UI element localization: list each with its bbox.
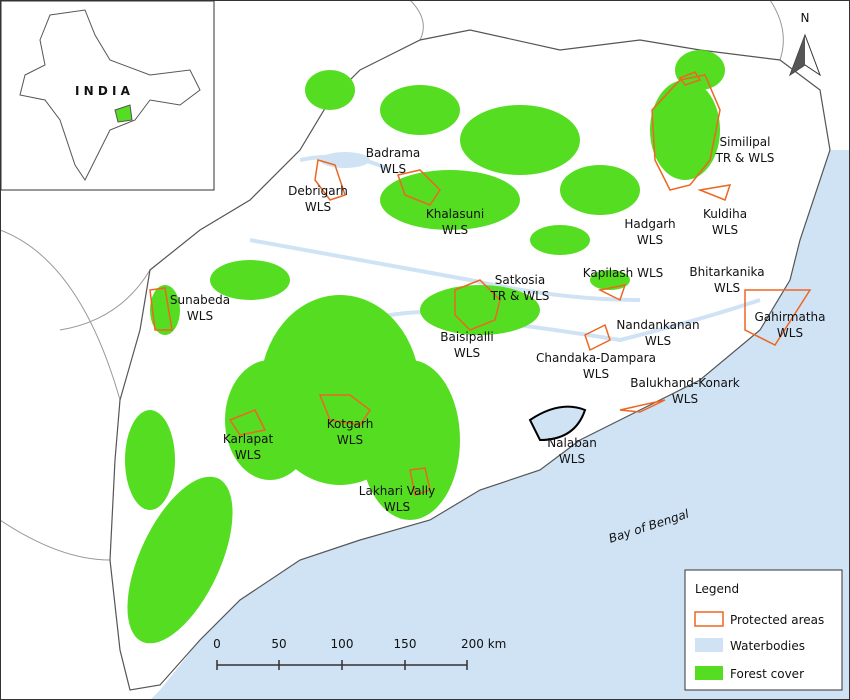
- area-label: Nandankanan: [616, 318, 699, 332]
- scale-label: 50: [271, 637, 286, 651]
- inset-label: I N D I A: [75, 84, 131, 98]
- chilika-lake: [528, 405, 587, 442]
- area-label: Chandaka-Dampara: [536, 351, 656, 365]
- area-label: WLS: [645, 334, 671, 348]
- area-label: Hadgarh: [624, 217, 675, 231]
- area-label: WLS: [583, 367, 609, 381]
- forest-cover: [125, 50, 725, 644]
- area-label: Balukhand-Konark: [630, 376, 739, 390]
- area-label: Lakhari Vally: [359, 484, 435, 498]
- area-label: WLS: [337, 433, 363, 447]
- scale-label: 150: [394, 637, 417, 651]
- area-label: WLS: [187, 309, 213, 323]
- area-label: Karlapat: [223, 432, 274, 446]
- legend-item: Forest cover: [730, 667, 804, 681]
- area-label: Kuldiha: [703, 207, 747, 221]
- area-label: TR & WLS: [715, 151, 775, 165]
- scale-label: 100: [331, 637, 354, 651]
- area-label: Badrama: [366, 146, 421, 160]
- area-label: Nalaban: [547, 436, 597, 450]
- legend-swatch: [695, 666, 723, 680]
- area-label: WLS: [442, 223, 468, 237]
- scale-label: 0: [213, 637, 221, 651]
- legend-swatch: [694, 611, 724, 627]
- area-label: WLS: [454, 346, 480, 360]
- area-label: WLS: [712, 223, 738, 237]
- inset-odisha: [114, 104, 133, 123]
- north-label: N: [801, 11, 810, 25]
- area-label: WLS: [305, 200, 331, 214]
- area-label: WLS: [384, 500, 410, 514]
- scale-label: 200 km: [461, 637, 506, 651]
- legend-item: Waterbodies: [730, 639, 805, 653]
- area-label: WLS: [637, 233, 663, 247]
- area-label: Bhitarkanika: [689, 265, 764, 279]
- legend-swatch: [695, 638, 723, 652]
- state-outline: [109, 29, 831, 691]
- area-label: Kapilash WLS: [583, 266, 664, 280]
- area-label: WLS: [672, 392, 698, 406]
- protected-area: [149, 71, 812, 496]
- area-label: Sunabeda: [170, 293, 230, 307]
- area-label: WLS: [235, 448, 261, 462]
- area-label: WLS: [559, 452, 585, 466]
- area-label: Khalasuni: [426, 207, 484, 221]
- state-boundary: [0, 0, 784, 561]
- area-label: TR & WLS: [490, 289, 550, 303]
- north-arrow-shade: [790, 35, 805, 75]
- area-label: Baisipalli: [440, 330, 493, 344]
- area-label: WLS: [380, 162, 406, 176]
- area-label: Gahirmatha: [754, 310, 825, 324]
- area-label: WLS: [777, 326, 803, 340]
- legend-item: Protected areas: [730, 613, 824, 627]
- legend-title: Legend: [695, 582, 739, 596]
- area-label: Debrigarh: [288, 184, 348, 198]
- scale-bar: [216, 660, 468, 670]
- sea: [150, 150, 850, 700]
- waterbody: [320, 152, 370, 168]
- area-label: Similipal: [720, 135, 771, 149]
- legend-box: [684, 569, 843, 691]
- india-outline: [19, 9, 201, 181]
- area-label: Satkosia: [495, 273, 545, 287]
- area-label: WLS: [714, 281, 740, 295]
- area-label: Kotgarh: [327, 417, 374, 431]
